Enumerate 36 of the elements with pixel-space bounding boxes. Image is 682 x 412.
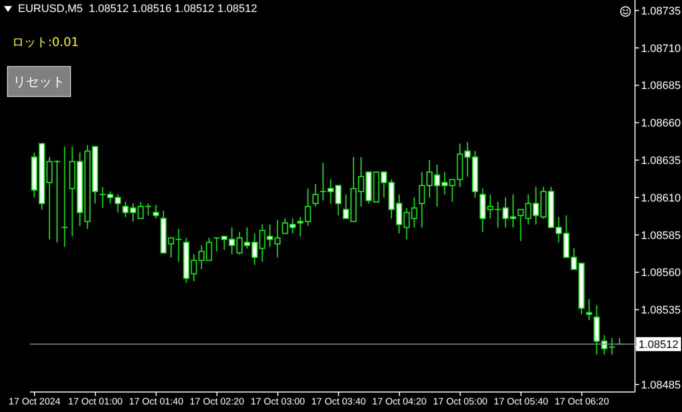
- candlestick: [312, 184, 318, 207]
- x-tick-label: 17 Oct 04:20: [372, 396, 427, 408]
- y-tick-label: 1.08585: [641, 230, 681, 242]
- y-tick-label: 1.08610: [641, 192, 681, 204]
- candlestick: [480, 188, 486, 232]
- x-tick-label: 17 Oct 06:20: [554, 396, 609, 408]
- candlestick: [214, 237, 220, 252]
- ref-line-label: 1.08512: [638, 339, 678, 352]
- x-tick-label: 17 Oct 02:20: [190, 396, 244, 408]
- candlestick: [152, 204, 159, 219]
- x-tick-label: 17 Oct 05:40: [494, 396, 548, 408]
- button: リセット: [7, 66, 71, 97]
- x-tick-label: 17 Oct 2024: [8, 396, 60, 408]
- candlestick: [586, 298, 592, 321]
- candlestick: [411, 196, 418, 228]
- y-tick-label: 1.08635: [641, 154, 681, 167]
- candlestick: [594, 304, 600, 356]
- y-tick-label: 1.08660: [641, 118, 681, 130]
- candlestick: [145, 202, 152, 216]
- x-tick-label: 17 Oct 03:00: [250, 396, 305, 408]
- x-tick-label: 17 Oct 01:00: [68, 396, 123, 408]
- y-tick-label: 1.08710: [641, 42, 681, 55]
- annotation: ロット:0.01: [12, 34, 79, 51]
- candlestick: [100, 186, 106, 208]
- y-tick-label: 1.08685: [641, 80, 681, 92]
- y-tick-label: 1.08735: [641, 5, 681, 18]
- candlestick: [518, 208, 524, 242]
- chart-title: EURUSD,M5 1.08512 1.08516 1.08512 1.08512: [18, 3, 258, 15]
- x-tick-label: 17 Oct 05:00: [432, 396, 488, 408]
- y-tick-label: 1.08535: [641, 304, 681, 317]
- y-tick-label: 1.08485: [641, 379, 681, 392]
- candlestick: [62, 146, 68, 248]
- x-tick-label: 17 Oct 01:40: [128, 396, 184, 408]
- x-tick-label: 17 Oct 03:40: [311, 396, 366, 408]
- y-tick-label: 1.08560: [641, 267, 681, 280]
- candlestick: [335, 185, 342, 216]
